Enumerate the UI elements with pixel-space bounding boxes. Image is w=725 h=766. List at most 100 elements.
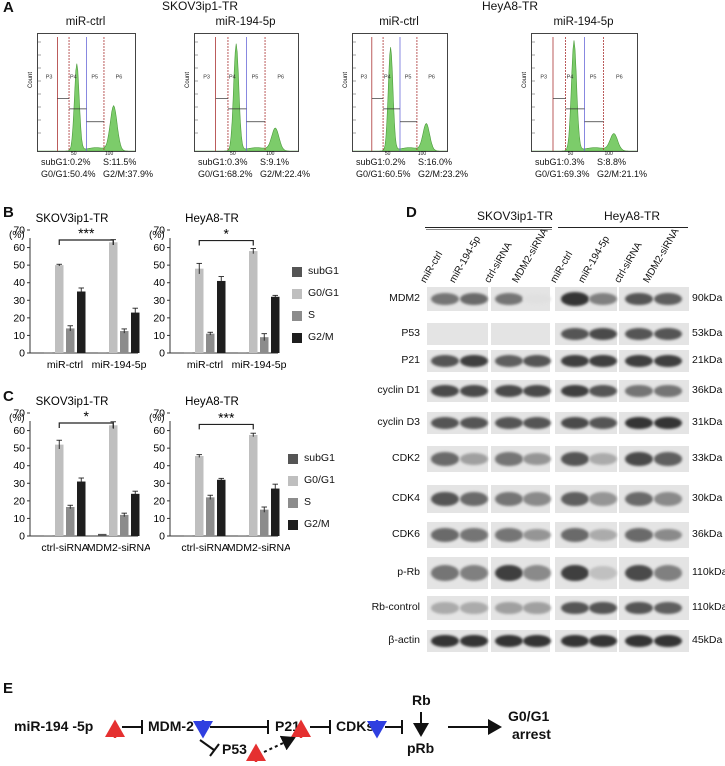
gate-label: P5 [590, 74, 597, 80]
gate-label: P6 [616, 74, 623, 80]
y-tick-label: 40 [153, 460, 165, 472]
y-axis-label: (%) [9, 230, 25, 241]
blot-band [523, 634, 551, 648]
flow-stat-subg1: subG1:0.3% [198, 157, 248, 167]
lane-label: MDM2-siRNA [641, 226, 682, 285]
blot-row-label: CDK2 [391, 452, 420, 464]
x-category-label: MDM2-siRNA [87, 542, 150, 554]
y-tick-label: 20 [153, 312, 165, 324]
legend-swatch [288, 498, 298, 508]
blot-band [625, 528, 653, 542]
blot-band [431, 416, 459, 429]
bar-G0G1-0 [195, 268, 204, 353]
blot-band [654, 452, 682, 466]
x-category-label: miR-194-5p [232, 359, 287, 371]
chart-b-skov: SKOV3ip1-TR (%) 0 10 20 30 40 50 60 70 miR-ctrl miR… [9, 213, 147, 371]
legend-swatch [292, 267, 302, 277]
significance-marker: *** [218, 409, 235, 425]
y-tick-label: 40 [153, 277, 165, 289]
y-tick-label: 0 [19, 348, 25, 360]
blot-band [589, 354, 617, 368]
blot-band [589, 327, 617, 341]
panel-a-group2-title: HeyA8-TR [481, 0, 538, 13]
histogram-fill [353, 47, 447, 151]
western-group1-title: SKOV3ip1-TR [476, 209, 554, 223]
legend-item: S [288, 496, 368, 510]
inhibit-mdm2-p53-bar [209, 743, 220, 757]
bar-G2M-0 [217, 479, 226, 536]
y-axis-label: (%) [9, 413, 25, 424]
blot-band [625, 634, 653, 648]
flow-y-label: Count [343, 71, 349, 88]
blot-band [561, 491, 589, 507]
blot-band [495, 452, 523, 466]
chart-title: SKOV3ip1-TR [36, 213, 109, 225]
bar-G0G1-0 [195, 456, 204, 536]
blot-band [654, 601, 682, 615]
blot-band [523, 528, 551, 542]
blot-kda-label: 36kDa [692, 384, 723, 396]
flow-stat-s: S:8.8% [597, 157, 627, 167]
node-g0g1: G0/G1 [508, 708, 550, 724]
node-arrest: arrest [512, 726, 551, 742]
gate-label: P3 [540, 74, 547, 80]
gate-label: P6 [116, 74, 123, 80]
y-tick-label: 20 [13, 495, 25, 507]
blot-band [460, 528, 488, 542]
bar-subG1-0 [44, 352, 53, 354]
y-tick-label: 60 [13, 425, 25, 437]
y-tick-label: 0 [159, 348, 165, 360]
significance-bracket [58, 422, 114, 428]
western-group2-title: HeyA8-TR [603, 209, 660, 223]
node-rb: Rb [412, 692, 431, 708]
blot-band [589, 292, 617, 306]
flow-histogram: P3 P4 P5 P6 [194, 33, 299, 152]
inhibit-mdm2-p53 [199, 739, 215, 751]
blot-band [495, 292, 523, 306]
gate-label: P4 [384, 74, 391, 80]
blot-band [561, 327, 589, 340]
legend-label: G2/M [304, 518, 330, 530]
blot-band [561, 634, 589, 648]
legend-label: S [304, 496, 312, 508]
histogram-fill [532, 40, 637, 151]
blot-row-label: MDM2 [389, 292, 420, 304]
y-tick-label: 60 [13, 242, 25, 254]
membrane-strip [427, 323, 488, 345]
x-category-label: miR-ctrl [187, 359, 223, 371]
significance-marker: * [84, 408, 90, 424]
gate-label: P3 [203, 74, 210, 80]
blot-band [589, 384, 617, 397]
blot-band [625, 452, 653, 466]
blot-kda-label: 110kDa [692, 566, 725, 578]
blot-band [625, 327, 653, 340]
y-axis-label: (%) [149, 230, 165, 241]
legend-label: S [308, 309, 316, 321]
flow-stat-subg1: subG1:0.2% [41, 157, 91, 167]
y-tick-label: 60 [153, 242, 165, 254]
blot-band [431, 452, 459, 466]
flow-x-tick: 100 [104, 151, 114, 157]
western-group1-line-2 [426, 229, 552, 230]
legend-item: G0/G1 [292, 287, 372, 301]
bar-G2M-1 [271, 296, 280, 353]
blot-band [625, 354, 653, 368]
legend-label: G0/G1 [304, 474, 335, 486]
legend-item: G2/M [292, 331, 372, 345]
flow-histogram: P3 P4 P5 P6 [531, 33, 638, 152]
blot-band [654, 492, 682, 506]
bar-S-0 [66, 507, 75, 536]
y-tick-label: 50 [13, 443, 25, 455]
blot-kda-label: 33kDa [692, 452, 723, 464]
blot-band [589, 601, 617, 615]
bar-G0G1-0 [55, 444, 64, 536]
blot-band [561, 292, 589, 306]
blot-row-label: P21 [401, 354, 420, 366]
blot-band [495, 416, 523, 429]
panel-c-label: C [3, 388, 14, 405]
significance-bracket [58, 239, 114, 245]
blot-row-label: CDK6 [391, 528, 420, 540]
lane-label: miR-ctrl [418, 249, 446, 285]
x-category-label: miR-194-5p [92, 359, 147, 371]
blot-row-label: cyclin D3 [377, 416, 420, 428]
